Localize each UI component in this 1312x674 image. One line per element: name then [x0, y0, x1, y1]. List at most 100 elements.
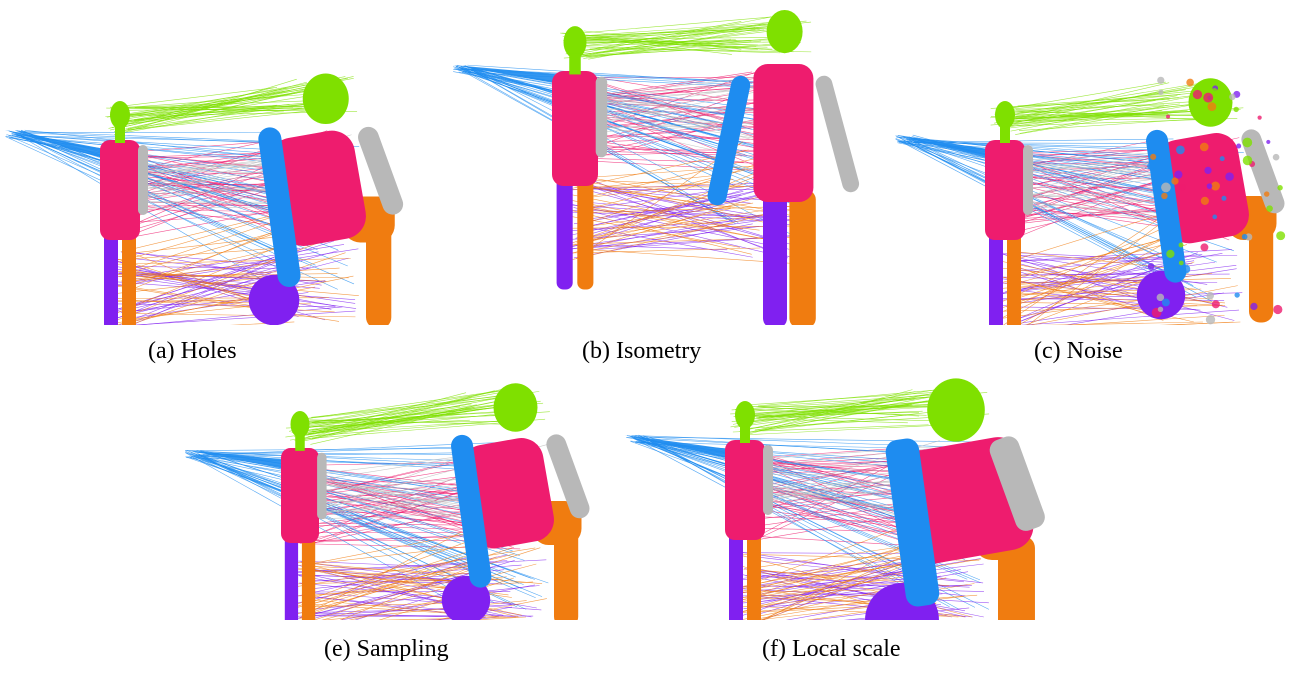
correspondence-line	[1016, 273, 1230, 276]
correspondence-line	[309, 419, 520, 425]
correspondence-line	[581, 29, 760, 45]
correspondence-line	[562, 225, 790, 229]
noise-blob	[1210, 181, 1220, 191]
noise-blob	[1242, 137, 1253, 148]
correspondence-line	[125, 90, 306, 130]
correspondence-line	[468, 616, 527, 620]
noise-blob	[1158, 89, 1164, 95]
correspondence-line	[903, 139, 1177, 285]
correspondence-line	[22, 137, 279, 161]
correspondence-line	[287, 559, 547, 574]
source-right-leg	[747, 530, 761, 620]
correspondence-line	[747, 398, 915, 415]
correspondence-line	[755, 405, 913, 418]
correspondence-line	[115, 248, 359, 287]
correspondence-line	[757, 410, 923, 419]
noise-blob	[1242, 155, 1253, 166]
noise-blob	[1211, 88, 1218, 95]
correspondence-line	[588, 244, 728, 251]
correspondence-line	[465, 71, 790, 194]
correspondence-line	[113, 84, 335, 118]
correspondence-line	[580, 188, 764, 190]
correspondence-line	[1029, 285, 1238, 325]
correspondence-line	[115, 246, 295, 261]
correspondence-line	[576, 24, 788, 42]
noise-blob	[1276, 231, 1286, 241]
correspondence-line	[114, 285, 340, 322]
source-left-leg	[989, 230, 1003, 325]
noise-blob	[1161, 182, 1171, 193]
correspondence-line	[120, 267, 340, 282]
correspondence-line	[464, 69, 778, 112]
source-left-arm	[625, 435, 735, 460]
correspondence-line	[114, 281, 356, 300]
correspondence-line	[580, 27, 756, 56]
correspondence-line	[286, 547, 536, 589]
noise-blob	[1250, 302, 1258, 311]
source-neck	[740, 425, 750, 443]
noise-blob	[1156, 293, 1165, 302]
source-right-arm	[1023, 145, 1033, 215]
correspondence-line	[134, 300, 335, 313]
target-left-arm	[885, 438, 940, 607]
source-right-leg	[122, 230, 136, 325]
target-torso	[1156, 133, 1249, 244]
noise-blob	[1266, 205, 1273, 212]
correspondence-line	[897, 140, 1202, 210]
correspondence-line	[1018, 234, 1180, 325]
correspondence-line	[339, 584, 536, 620]
correspondence-figure-sampling	[184, 383, 590, 620]
source-left-arm	[185, 450, 290, 470]
correspondence-line	[296, 400, 502, 443]
caption-sampling: (e) Sampling	[324, 636, 449, 662]
noise-blob	[1257, 115, 1262, 120]
correspondence-line	[739, 390, 964, 406]
correspondence-line	[1016, 199, 1172, 208]
correspondence-line	[627, 435, 922, 505]
correspondence-line	[576, 40, 752, 43]
noise-blob	[1147, 262, 1155, 270]
source-left-arm	[453, 65, 565, 85]
source-shape	[100, 101, 148, 325]
noise-blob	[1147, 162, 1155, 170]
source-torso	[281, 448, 319, 543]
noise-blob	[1234, 292, 1240, 298]
correspondence-line	[895, 135, 1209, 295]
source-torso	[985, 140, 1025, 240]
correspondence-line	[285, 411, 467, 438]
correspondence-line	[133, 313, 356, 318]
correspondence-line	[999, 99, 1170, 108]
correspondence-line	[302, 612, 465, 618]
correspondence-line	[1013, 183, 1172, 221]
target-right-leg	[1249, 218, 1274, 323]
correspondence-line	[118, 275, 357, 309]
target-torso	[269, 130, 366, 246]
noise-blob	[1277, 185, 1283, 191]
correspondence-line	[1017, 249, 1233, 261]
noise-blob	[1178, 242, 1184, 248]
noise-blob	[1178, 183, 1186, 191]
correspondence-line	[1016, 90, 1164, 123]
correspondence-line	[996, 244, 1187, 310]
correspondence-line	[1008, 246, 1180, 302]
panel-holes	[0, 60, 430, 325]
correspondence-line	[129, 104, 290, 122]
correspondence-line	[567, 37, 777, 40]
correspondence-line	[900, 141, 1197, 298]
correspondence-line	[745, 418, 908, 424]
correspondence-line	[1016, 164, 1176, 178]
correspondence-line	[1064, 308, 1164, 325]
correspondence-line	[1006, 262, 1164, 321]
noise-blob	[1219, 156, 1225, 162]
correspondence-line	[756, 468, 909, 540]
correspondence-line	[17, 135, 305, 144]
correspondence-line	[750, 460, 916, 475]
correspondence-line	[748, 484, 918, 520]
source-head	[563, 26, 587, 59]
source-head	[735, 401, 755, 429]
correspondence-line	[582, 175, 784, 214]
source-right-leg	[577, 174, 594, 290]
panel-noise	[885, 60, 1312, 325]
correspondence-line	[589, 206, 763, 239]
noise-blob	[1241, 233, 1248, 240]
